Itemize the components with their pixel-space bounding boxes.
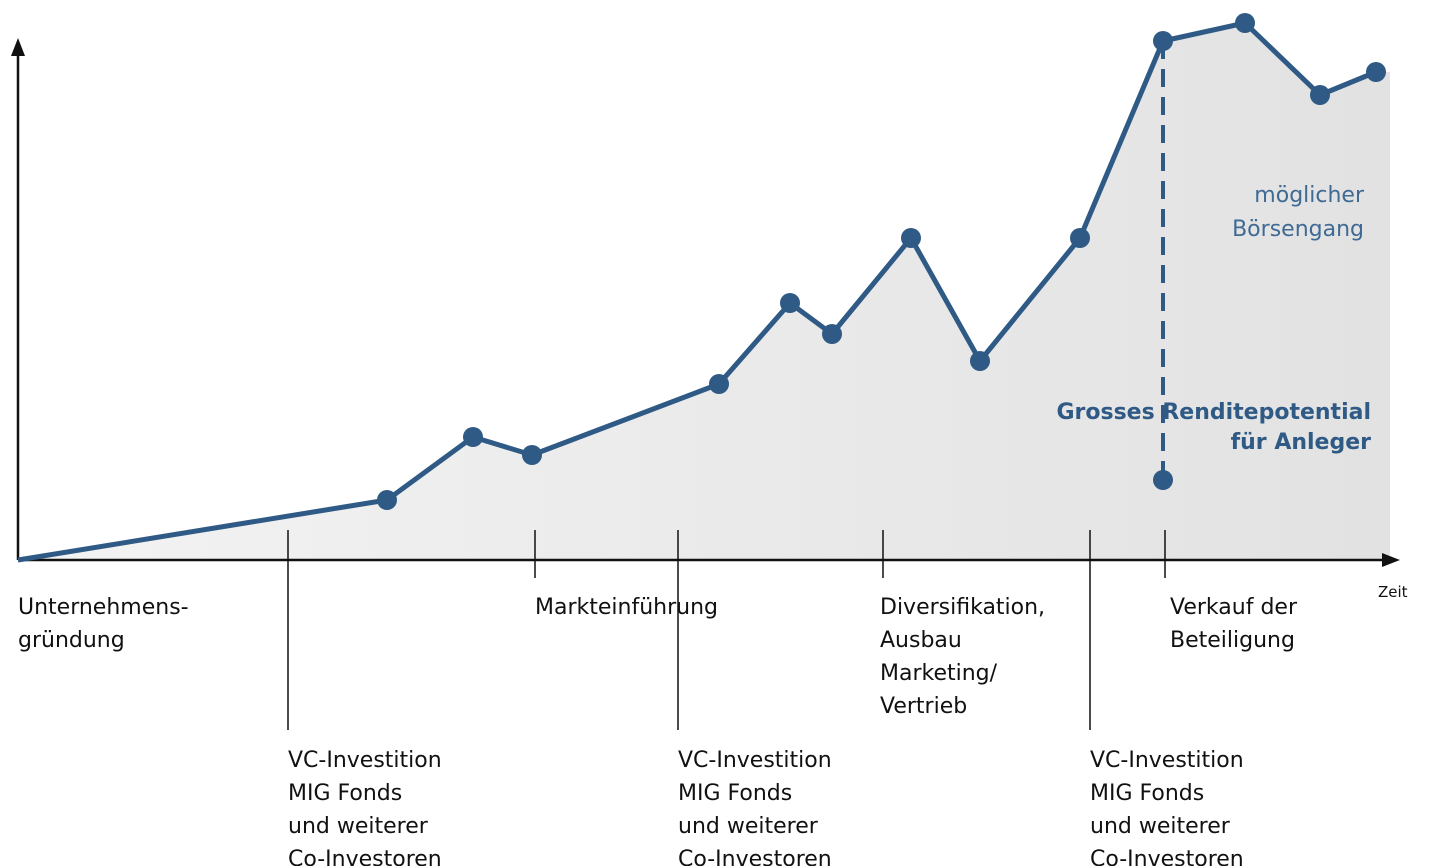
- investment-label: MIG Fonds: [288, 781, 402, 806]
- potential-label: Grosses Renditepotential: [1056, 400, 1371, 425]
- investment-label: VC-Investition: [288, 748, 442, 773]
- milestone-label: Vertrieb: [880, 694, 967, 719]
- investment-label: und weiterer: [678, 814, 819, 839]
- dot: [463, 427, 483, 447]
- ipo-label: Börsengang: [1232, 217, 1364, 242]
- dot: [1153, 31, 1173, 51]
- ipo-label: möglicher: [1254, 183, 1365, 208]
- dot: [901, 228, 921, 248]
- potential-label: für Anleger: [1231, 430, 1372, 455]
- milestone-label: Markteinführung: [535, 595, 718, 620]
- milestone-label: Ausbau: [880, 628, 962, 653]
- dot: [822, 324, 842, 344]
- milestone-label: Diversifikation,: [880, 595, 1045, 620]
- investment-label: VC-Investition: [678, 748, 832, 773]
- x-axis-label: Zeit: [1378, 583, 1408, 601]
- dot: [1070, 228, 1090, 248]
- investment-label: Co-Investoren: [678, 847, 832, 866]
- investment-label: und weiterer: [1090, 814, 1231, 839]
- investment-label: VC-Investition: [1090, 748, 1244, 773]
- dot: [780, 293, 800, 313]
- dot: [1310, 85, 1330, 105]
- investment-label: Co-Investoren: [1090, 847, 1244, 866]
- milestone-label: Beteiligung: [1170, 628, 1295, 653]
- dot: [970, 351, 990, 371]
- dot: [377, 490, 397, 510]
- milestone-label: Verkauf der: [1170, 595, 1298, 620]
- dot: [709, 374, 729, 394]
- investment-label: Co-Investoren: [288, 847, 442, 866]
- investment-label: MIG Fonds: [678, 781, 792, 806]
- milestone-label: Marketing/: [880, 661, 998, 686]
- dot: [1366, 62, 1386, 82]
- milestone-label: Unternehmens-: [18, 595, 189, 620]
- dot: [1153, 470, 1173, 490]
- y-arrow: [11, 38, 25, 56]
- timeline-chart: Zeit Unternehmens-gründung Markteinführun…: [0, 0, 1433, 866]
- dot: [1235, 13, 1255, 33]
- investment-label: MIG Fonds: [1090, 781, 1204, 806]
- milestone-label: gründung: [18, 628, 125, 653]
- dot: [522, 445, 542, 465]
- x-arrow: [1382, 553, 1400, 567]
- investment-label: und weiterer: [288, 814, 429, 839]
- area: [18, 23, 1390, 560]
